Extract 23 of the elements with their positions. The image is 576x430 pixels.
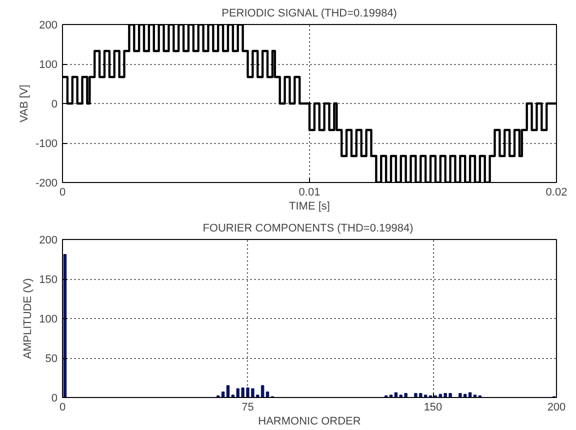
chart-title: PERIODIC SIGNAL (THD=0.19984) [222,8,397,20]
x-tick-label: 75 [242,402,254,414]
y-tick-label: 150 [39,274,58,286]
x-tick-label: 150 [424,402,442,414]
y-tick-label: 0 [51,98,58,110]
y-axis-title: VAB [V] [18,84,30,122]
y-tick-label: 100 [39,59,58,71]
x-tick-label: 0.02 [546,186,568,198]
x-tick-label: 0 [59,402,66,414]
y-tick-label: 200 [39,20,58,32]
chart-title: FOURIER COMPONENTS (THD=0.19984) [202,222,414,234]
x-axis-title: TIME [s] [289,200,330,212]
y-tick-label: -200 [35,178,58,190]
y-tick-label: -100 [35,138,58,150]
y-tick-label: 200 [39,234,58,246]
y-tick-label: 100 [39,314,58,326]
x-tick-label: 0.01 [298,186,320,198]
x-tick-label: 0 [59,186,66,198]
x-axis-title: HARMONIC ORDER [258,416,361,428]
y-tick-label: 50 [45,353,58,365]
x-tick-label: 200 [547,402,566,414]
y-tick-label: 0 [51,392,58,404]
y-axis-title: AMPLITUDE (V) [22,278,34,359]
